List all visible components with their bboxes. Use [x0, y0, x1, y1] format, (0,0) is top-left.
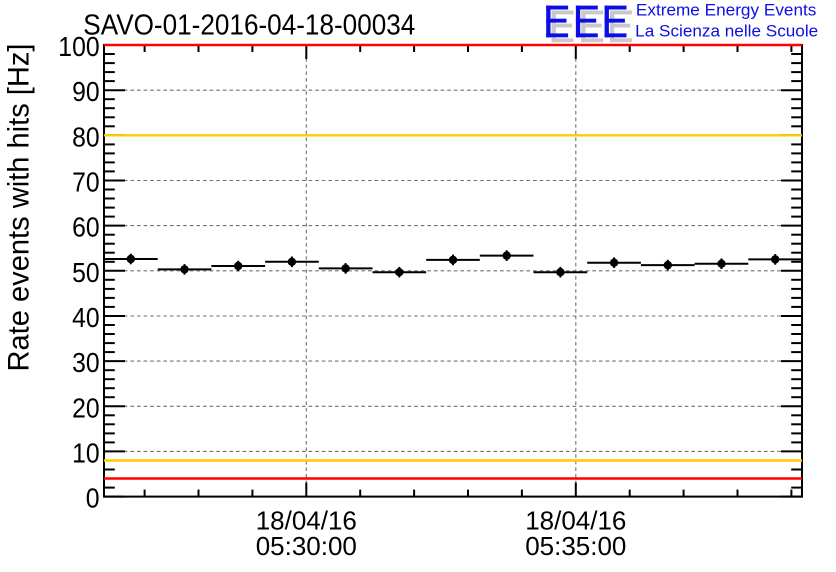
svg-text:20: 20: [72, 392, 100, 423]
svg-text:40: 40: [72, 302, 100, 333]
svg-text:SAVO-01-2016-04-18-00034: SAVO-01-2016-04-18-00034: [83, 9, 415, 41]
svg-text:05:35:00: 05:35:00: [525, 531, 626, 561]
svg-text:60: 60: [72, 212, 100, 243]
svg-text:30: 30: [72, 347, 100, 378]
svg-text:100: 100: [58, 31, 99, 62]
svg-text:50: 50: [72, 257, 100, 288]
svg-text:05:30:00: 05:30:00: [256, 531, 357, 561]
svg-text:Extreme Energy Events: Extreme Energy Events: [636, 1, 817, 20]
svg-text:Rate events with hits [Hz]: Rate events with hits [Hz]: [3, 44, 36, 372]
svg-text:0: 0: [86, 483, 100, 514]
svg-text:80: 80: [72, 121, 100, 152]
svg-text:90: 90: [72, 76, 100, 107]
svg-text:18/04/16: 18/04/16: [256, 506, 357, 536]
svg-text:10: 10: [72, 437, 100, 468]
svg-text:La Scienza nelle Scuole: La Scienza nelle Scuole: [635, 21, 818, 40]
svg-text:70: 70: [72, 167, 100, 198]
svg-text:18/04/16: 18/04/16: [525, 506, 626, 536]
